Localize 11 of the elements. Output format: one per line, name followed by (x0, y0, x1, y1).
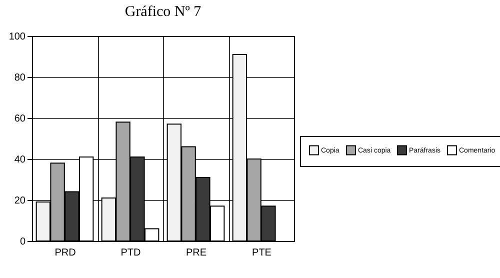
x-tick-label: PRE (186, 248, 207, 258)
y-tick-label: 100 (8, 32, 26, 42)
y-tick-label: 20 (14, 196, 26, 206)
y-tick-label: 40 (14, 154, 26, 166)
y-tick-label: 80 (14, 72, 26, 84)
x-tick-label: PTE (252, 248, 272, 258)
x-tick-label: PTD (120, 248, 141, 258)
x-tick-label: PRD (54, 248, 76, 258)
y-tick-label: 60 (14, 114, 26, 124)
chart-title: Gráfico Nº 7 (124, 4, 202, 20)
y-tick-label: 0 (20, 236, 26, 248)
